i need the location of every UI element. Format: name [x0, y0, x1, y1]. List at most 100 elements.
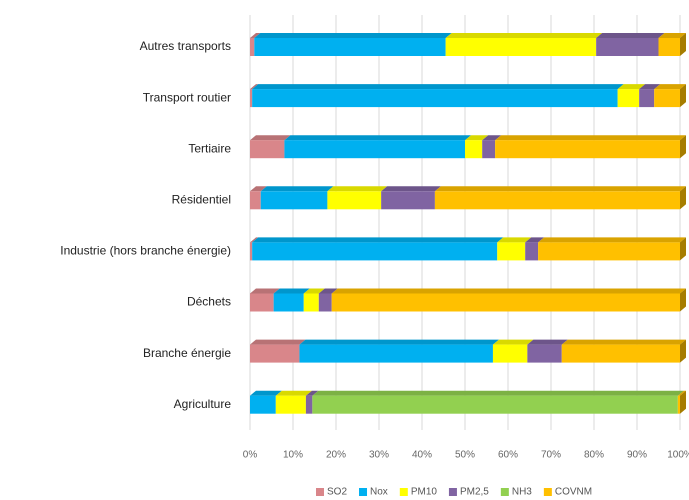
bar-face	[250, 242, 253, 261]
bar-face	[538, 242, 680, 261]
bar-segment	[252, 237, 504, 261]
y-tick-label: Transport routier	[143, 90, 231, 104]
legend-swatch	[359, 488, 368, 496]
bar-face	[299, 344, 493, 363]
y-tick-label: Agriculture	[174, 397, 232, 411]
bar-top	[260, 186, 334, 192]
bar-segment	[434, 186, 686, 210]
bar-segment	[275, 390, 312, 414]
bar-segment	[250, 237, 259, 261]
legend-label: PM10	[411, 487, 438, 498]
x-tick-label: 50%	[455, 450, 475, 461]
bar-side	[680, 237, 686, 261]
bar-face	[250, 293, 274, 312]
bar-face	[252, 242, 498, 261]
bar-side	[680, 84, 686, 108]
bar-top	[677, 390, 686, 396]
bar-segment	[250, 390, 282, 414]
bar-top	[525, 237, 545, 243]
legend-label: NH3	[512, 487, 532, 498]
bar-top	[331, 288, 686, 294]
bar-segment	[303, 288, 325, 312]
bar-top	[639, 84, 661, 90]
bar-top	[250, 186, 267, 192]
x-tick-label: 60%	[498, 450, 518, 461]
bar-segment	[561, 339, 686, 363]
bar-face	[617, 89, 640, 108]
bar-segment	[497, 237, 532, 261]
bar-face	[327, 191, 382, 210]
bar-top	[482, 135, 502, 141]
bar-side	[680, 390, 686, 414]
bar-face	[381, 191, 435, 210]
bar-segment	[250, 33, 261, 56]
bar-segment	[273, 288, 310, 312]
bar-face	[654, 89, 680, 108]
bar-segment	[305, 390, 319, 414]
bar-face	[303, 293, 319, 312]
legend-label: SO2	[327, 487, 347, 498]
bar-top	[273, 288, 310, 294]
bar-face	[273, 293, 304, 312]
legend-label: Nox	[370, 487, 388, 498]
bar-segment	[381, 186, 441, 210]
bar-segment	[465, 135, 489, 159]
bar-face	[254, 38, 446, 56]
bar-face	[318, 293, 332, 312]
bar-face	[495, 140, 680, 159]
legend-swatch	[448, 488, 457, 496]
bar-top	[299, 339, 499, 345]
bar-segment	[254, 33, 452, 56]
bar-face	[312, 395, 678, 414]
bar-face	[305, 395, 313, 414]
bar-segment	[482, 135, 502, 159]
bar-segment	[250, 135, 291, 159]
bar-face	[250, 38, 255, 56]
bar-face	[596, 38, 659, 56]
bar-face	[639, 89, 655, 108]
bar-segment	[617, 84, 646, 108]
bar-side	[680, 186, 686, 210]
bar-top	[527, 339, 568, 345]
bar-top	[495, 135, 686, 141]
bar-segment	[250, 339, 306, 363]
legend-swatch	[316, 488, 324, 496]
bar-top	[250, 390, 282, 396]
bar-top	[658, 33, 686, 38]
bar-segment	[658, 33, 686, 56]
x-tick-label: 0%	[243, 450, 258, 461]
y-tick-label: Tertiaire	[188, 141, 231, 155]
y-tick-label: Autres transports	[140, 39, 231, 53]
bar-face	[482, 140, 496, 159]
bar-top	[275, 390, 312, 396]
x-tick-label: 70%	[541, 450, 561, 461]
bar-top	[303, 288, 325, 294]
bar-segment	[250, 186, 267, 210]
x-tick-label: 100%	[667, 450, 689, 461]
bar-top	[465, 135, 489, 141]
bar-face	[492, 344, 528, 363]
bar-face	[434, 191, 680, 210]
bar-segment	[677, 390, 686, 414]
bar-segment	[495, 135, 686, 159]
bar-segment	[312, 390, 684, 414]
bar-side	[680, 135, 686, 159]
bar-segment	[527, 339, 568, 363]
bar-face	[252, 89, 618, 108]
bar-top	[617, 84, 646, 90]
bar-top	[538, 237, 686, 243]
bar-side	[680, 339, 686, 363]
x-tick-label: 90%	[627, 450, 647, 461]
bar-face	[250, 140, 285, 159]
bar-face	[561, 344, 680, 363]
bar-segment	[250, 84, 259, 108]
bar-top	[381, 186, 441, 192]
bar-top	[327, 186, 388, 192]
bar-top	[250, 288, 280, 294]
bar-top	[596, 33, 665, 38]
bar-top	[492, 339, 534, 345]
legend-label: PM2,5	[460, 487, 489, 498]
bar-top	[250, 84, 259, 90]
bar-side	[680, 33, 686, 56]
